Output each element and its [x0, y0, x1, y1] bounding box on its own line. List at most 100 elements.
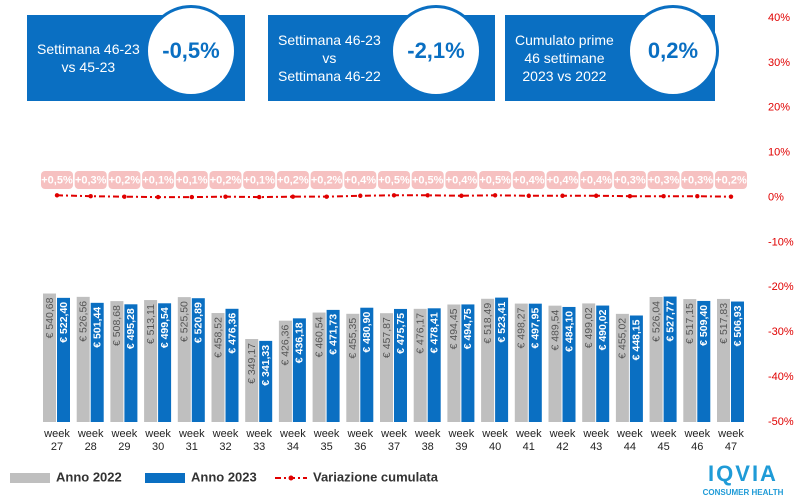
- value-label: +0,2%: [715, 174, 747, 186]
- value-label: € 517,83: [718, 303, 730, 344]
- value-label-bg: [681, 171, 714, 189]
- bar: [326, 309, 340, 422]
- bar: [683, 299, 697, 422]
- value-label-bg: [142, 171, 175, 189]
- value-label: € 523,41: [496, 301, 508, 342]
- x-tick-label: week 27: [44, 428, 70, 453]
- value-label-bg: [445, 171, 478, 189]
- value-label: +0,4%: [580, 174, 612, 186]
- x-tick-label: week 28: [77, 428, 104, 453]
- bar: [259, 340, 273, 422]
- value-label: € 480,90: [361, 312, 373, 353]
- bar: [514, 303, 528, 422]
- value-label: € 525,50: [179, 301, 191, 342]
- value-label: € 426,36: [280, 325, 292, 366]
- value-label: € 455,02: [617, 318, 629, 359]
- y2-tick-label: 0%: [768, 191, 784, 203]
- value-label: € 478,41: [428, 312, 440, 353]
- x-tick-label: week 30: [145, 428, 171, 453]
- line-point: [391, 193, 397, 198]
- bar: [562, 306, 576, 422]
- x-tick-label: week 42: [549, 428, 576, 453]
- y2-tick-label: -30%: [768, 326, 794, 338]
- line-point: [425, 193, 430, 198]
- value-label: +0,3%: [648, 174, 680, 186]
- value-label: +0,3%: [75, 174, 107, 186]
- bar: [447, 304, 461, 422]
- value-label: +0,1%: [176, 174, 208, 186]
- bar: [731, 301, 744, 422]
- line-point: [492, 193, 498, 198]
- y2-tick-label: -20%: [768, 281, 794, 293]
- value-label: +0,4%: [547, 174, 579, 186]
- bar: [663, 296, 677, 422]
- value-label: € 457,87: [381, 317, 393, 358]
- value-label: € 448,15: [631, 319, 643, 360]
- value-label: € 526,04: [650, 301, 662, 342]
- legend-swatch: [10, 473, 50, 483]
- value-label: € 518,49: [482, 303, 494, 344]
- line-point: [155, 194, 161, 200]
- annotation-box: Settimana 46-23 vs Settimana 46-22 -2,1%: [268, 5, 495, 101]
- bar: [177, 297, 191, 422]
- value-label: € 513,11: [145, 304, 157, 344]
- value-label: € 499,02: [583, 307, 595, 348]
- x-tick-label: week 31: [178, 428, 205, 453]
- bar: [582, 303, 596, 422]
- value-label-bg: [378, 171, 410, 189]
- line-point: [223, 194, 228, 199]
- bar: [191, 298, 205, 422]
- logo-name: IQVIA: [708, 461, 778, 486]
- x-tick-label: week 45: [650, 428, 677, 453]
- value-label: +0,1%: [142, 174, 174, 186]
- bar: [211, 313, 225, 422]
- value-label-bg: [41, 171, 73, 189]
- line-point: [560, 193, 565, 198]
- bar: [596, 305, 610, 422]
- value-label-bg: [613, 171, 646, 189]
- bar: [360, 307, 374, 422]
- value-label: € 455,35: [347, 318, 359, 359]
- value-label: € 476,36: [226, 313, 238, 354]
- value-label: +0,5%: [41, 174, 73, 186]
- line-point: [459, 193, 464, 198]
- line-point: [358, 193, 363, 198]
- line-point: [189, 194, 194, 200]
- value-label: +0,5%: [479, 174, 511, 186]
- value-label: € 522,40: [58, 302, 70, 343]
- value-label: € 494,75: [462, 308, 474, 349]
- bar: [225, 308, 239, 422]
- value-label: € 436,18: [294, 322, 306, 363]
- x-tick-label: week 46: [684, 428, 711, 453]
- value-label: € 341,33: [260, 345, 272, 386]
- value-label: € 495,28: [125, 308, 137, 349]
- line-point: [526, 193, 531, 198]
- bar: [615, 313, 629, 422]
- value-label: € 509,40: [698, 305, 710, 346]
- value-label: € 498,27: [516, 307, 528, 348]
- annotation-text: Settimana 46-23 vs 45-23: [37, 41, 140, 75]
- value-label-bg: [276, 171, 309, 189]
- annotation-text: Cumulato prime 46 settimane 2023 vs 2022: [515, 32, 614, 84]
- line-point: [594, 193, 599, 198]
- x-tick-label: week 39: [448, 428, 475, 453]
- legend-label: Anno 2023: [191, 469, 257, 484]
- annotation-box: Settimana 46-23 vs 45-23 -0,5%: [27, 5, 245, 101]
- x-tick-label: week 43: [583, 428, 610, 453]
- value-label: +0,4%: [345, 174, 377, 186]
- bar: [57, 297, 70, 422]
- bar: [717, 298, 730, 422]
- legend-label: Variazione cumulata: [313, 469, 439, 484]
- line-point: [324, 194, 329, 199]
- logo-subtitle: CONSUMER HEALTH: [703, 488, 784, 497]
- value-label: € 489,54: [549, 310, 561, 351]
- bar: [346, 313, 360, 422]
- line-point: [257, 194, 262, 200]
- y2-tick-label: -40%: [768, 371, 794, 383]
- value-label-bg: [243, 171, 276, 189]
- value-label: +0,5%: [378, 174, 410, 186]
- value-label: € 494,45: [448, 308, 460, 349]
- value-label: +0,1%: [243, 174, 275, 186]
